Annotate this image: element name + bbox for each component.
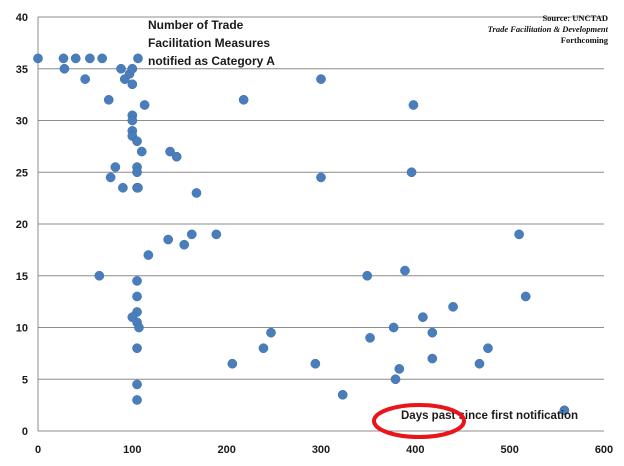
data-point — [132, 167, 142, 178]
data-point — [165, 146, 175, 157]
data-point — [520, 291, 531, 302]
data-point — [310, 358, 321, 369]
data-point — [110, 162, 121, 172]
x-tick-label: 200 — [217, 444, 235, 456]
data-point — [143, 250, 154, 260]
data-point — [133, 182, 143, 193]
data-point — [163, 234, 174, 245]
data-point — [58, 53, 69, 64]
data-point — [388, 322, 399, 333]
data-point — [191, 188, 202, 198]
data-point — [316, 172, 326, 183]
source-note: Source: UNCTAD Trade Facilitation & Deve… — [488, 13, 609, 45]
data-point — [483, 343, 493, 354]
gridlines — [38, 16, 604, 380]
x-tick-label: 600 — [595, 444, 613, 456]
data-point — [316, 74, 326, 84]
x-tick-label: 500 — [500, 444, 518, 456]
data-point — [227, 358, 238, 369]
data-point — [400, 265, 410, 276]
data-point — [362, 270, 373, 281]
data-point — [448, 301, 458, 312]
data-point — [127, 63, 138, 74]
data-point — [337, 389, 348, 400]
data-point — [514, 229, 524, 240]
data-point — [136, 146, 147, 157]
data-point — [97, 53, 107, 64]
data-point — [94, 270, 105, 281]
data-point — [474, 358, 485, 369]
data-point — [408, 100, 419, 110]
x-tick-label: 300 — [312, 444, 330, 456]
y-tick-label: 5 — [22, 374, 28, 386]
chart-title-line-3: notified as Category A — [148, 54, 275, 68]
data-point — [171, 151, 182, 162]
y-tick-label: 20 — [16, 219, 28, 231]
chart-title-line-2: Facilitation Measures — [148, 36, 270, 50]
y-tick-label: 10 — [16, 323, 28, 335]
data-point — [127, 79, 138, 90]
data-point — [132, 379, 142, 390]
data-point — [70, 53, 81, 64]
data-point — [139, 100, 150, 110]
data-point — [116, 63, 126, 74]
data-point — [179, 239, 190, 250]
data-point — [132, 136, 142, 147]
y-tick-label: 25 — [16, 167, 28, 179]
data-points — [33, 53, 570, 416]
data-point — [118, 182, 128, 193]
chart-title-line-1: Number of Trade — [148, 18, 244, 32]
data-point — [133, 53, 143, 64]
data-point — [33, 53, 43, 64]
data-point — [127, 115, 138, 126]
y-tick-label: 15 — [16, 271, 28, 283]
data-point — [105, 172, 116, 183]
data-point — [132, 276, 142, 286]
y-tick-label: 0 — [22, 426, 28, 438]
y-tick-label: 40 — [16, 12, 28, 24]
y-tick-label: 35 — [16, 64, 28, 76]
data-point — [238, 94, 249, 105]
data-point — [132, 291, 142, 302]
highlight-ellipse — [372, 403, 466, 439]
data-point — [427, 327, 438, 338]
chart-title: Number of Trade Facilitation Measures no… — [148, 18, 275, 68]
source-line-2: Trade Facilitation & Development — [488, 24, 609, 34]
data-point — [211, 229, 222, 240]
data-point — [59, 63, 70, 74]
data-point — [132, 343, 142, 354]
x-axis-annotation: Days past since first notification — [401, 410, 578, 422]
axes — [37, 17, 604, 432]
data-point — [418, 312, 428, 322]
data-point — [186, 229, 197, 240]
data-point — [103, 94, 114, 105]
x-tick-label: 0 — [35, 444, 41, 456]
source-line-1: Source: UNCTAD — [542, 13, 608, 23]
data-point — [80, 74, 91, 84]
y-tick-label: 30 — [16, 116, 28, 128]
data-point — [390, 374, 401, 385]
data-point — [258, 343, 269, 354]
data-point — [134, 322, 144, 333]
data-point — [406, 167, 417, 178]
data-point — [132, 395, 142, 405]
data-point — [394, 364, 405, 374]
x-tick-label: 400 — [406, 444, 424, 456]
data-point — [559, 405, 570, 416]
data-point — [266, 327, 276, 338]
data-point — [427, 353, 438, 364]
data-point — [85, 53, 95, 64]
x-tick-label: 100 — [123, 444, 141, 456]
data-point — [365, 333, 375, 343]
source-line-3: Forthcoming — [561, 35, 609, 45]
